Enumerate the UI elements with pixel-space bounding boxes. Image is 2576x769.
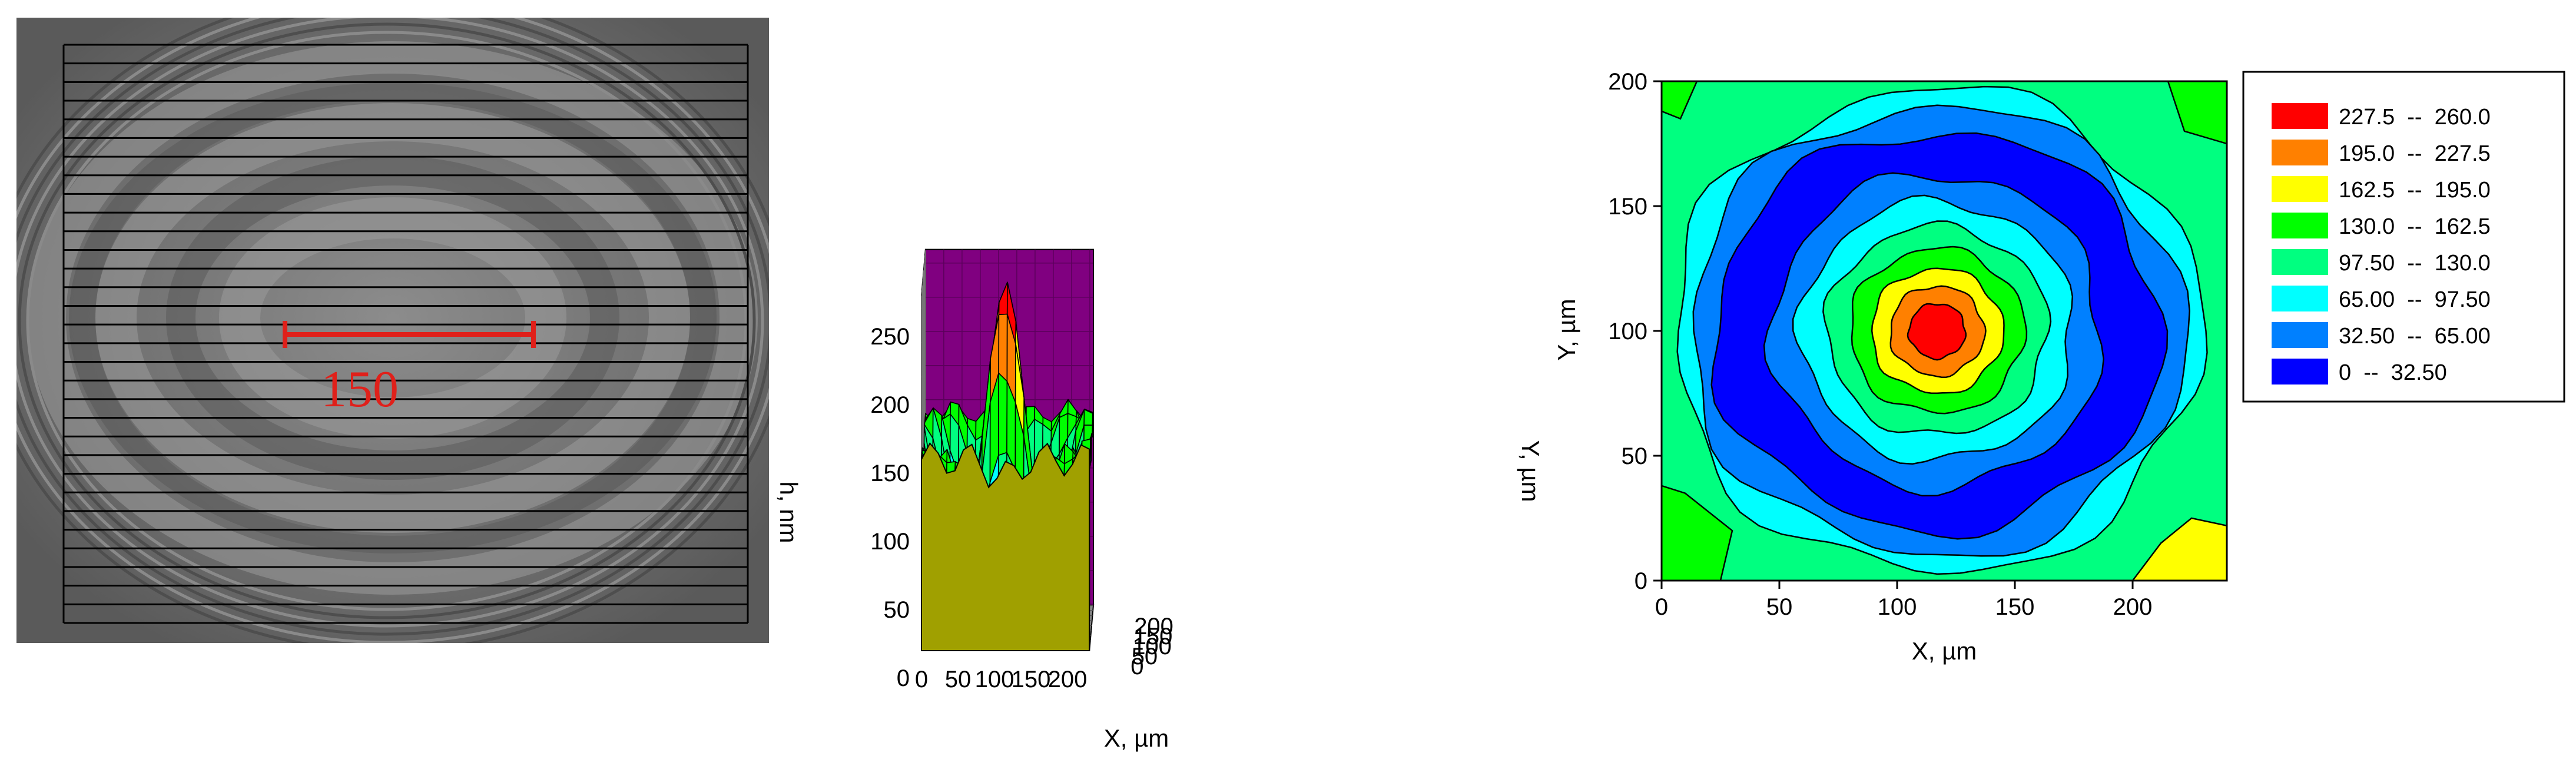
fringe-ring [16,18,764,628]
scale-bar-label: 150 [321,361,399,418]
left-grid [921,297,926,344]
contour-panel: 0 50 100 150 200 0 50 100 150 200 X, µm Y, µm 227… [1553,69,2565,665]
surface-patch [998,313,1008,382]
contour-y-tick-label: 0 [1635,568,1647,594]
legend-swatch [2272,103,2328,129]
surface-z-tick-label: 150 [870,460,910,486]
left-grid [921,399,926,446]
contour-y-axis-label: Y, µm [1553,299,1580,360]
surface-z-tick-label: 50 [884,597,910,623]
surface-z-tick-label: 0 [897,665,910,691]
fringe-ring [166,156,619,480]
fringe-ring [16,18,769,636]
contour-x-tick-label: 200 [2113,594,2153,620]
surface-3d-x-axis-label: X, µm [1104,724,1169,752]
contour-patch [1662,81,1698,120]
surface-y-tick-label: 200 [1134,614,1173,639]
fringe-ring [26,31,748,611]
legend-swatch [2272,322,2328,348]
surface-x-tick-label: 200 [1048,667,1088,692]
legend-swatch [2272,176,2328,202]
legend-swatch [2272,359,2328,384]
contour-region [1907,303,1967,361]
surface-y-tick-label: 50 [1132,644,1158,669]
legend-swatch [2272,140,2328,165]
legend-swatch [2272,213,2328,238]
fringe-ring [28,41,758,595]
surface-front-skirt [921,442,1090,651]
surface-x-tick-label: 100 [975,667,1015,692]
legend-label: 97.50 -- 130.0 [2339,251,2491,276]
contour-x-tick-label: 50 [1766,594,1793,620]
legend-label: 32.50 -- 65.00 [2339,324,2491,349]
contour-y-tick-label: 50 [1622,443,1648,469]
fringe-ring [95,100,690,536]
contour-patch [2131,517,2227,581]
legend-label: 65.00 -- 97.50 [2339,287,2491,312]
interference-image-panel: 150 [16,18,769,643]
legend-swatch [2272,286,2328,311]
surface-z-tick-label: 100 [870,529,910,555]
surface-z-tick-label: 250 [870,324,910,350]
surface-patch [998,372,1008,456]
contour-regions [1662,81,2227,581]
surface-x-tick-label: 0 [915,667,928,692]
surface-x-tick-label: 150 [1012,667,1051,692]
contour-patch [2167,81,2227,145]
interference-fringes [16,18,769,643]
surface-3d-mesh [921,281,1094,651]
legend-label: 227.5 -- 260.0 [2339,105,2491,130]
surface-y-tick-label: 150 [1133,624,1173,649]
left-grid [921,263,926,310]
left-grid [921,365,926,412]
fringe-ring [18,22,756,619]
fringe-ring [16,18,769,643]
legend-label: 0 -- 32.50 [2339,360,2447,385]
contour-y-tick-label: 100 [1608,319,1647,344]
legend-swatch [2272,249,2328,275]
contour-patch [1662,485,1733,581]
surface-y-tick-label: 100 [1132,634,1172,659]
left-grid [921,331,926,378]
contour-x-tick-label: 150 [1995,594,2035,620]
contour-legend: 227.5 -- 260.0 195.0 -- 227.5 162.5 -- 195… [2272,103,2491,385]
surface-3d-panel [920,248,1095,651]
contour-tick-labels: 0 50 100 150 200 0 50 100 150 200 [1608,69,2152,620]
surface-y-tick-label: 0 [1130,654,1143,679]
surface-3d-z-axis-label: h, nm [775,481,803,543]
legend-label: 195.0 -- 227.5 [2339,141,2491,166]
contour-x-tick-label: 100 [1878,594,1917,620]
scan-lines [62,44,749,624]
contour-x-axis-label: X, µm [1912,637,1977,665]
surface-x-tick-label: 50 [945,667,972,692]
contour-y-tick-label: 200 [1608,69,1647,95]
surface-3d-y-axis-label: Y, µm [1517,440,1544,502]
scale-bar: 150 [283,321,536,418]
legend-label: 162.5 -- 195.0 [2339,178,2491,203]
legend-label: 130.0 -- 162.5 [2339,214,2491,239]
contour-y-tick-label: 150 [1608,194,1647,220]
contour-x-tick-label: 0 [1655,594,1668,620]
surface-z-tick-label: 200 [870,392,910,418]
